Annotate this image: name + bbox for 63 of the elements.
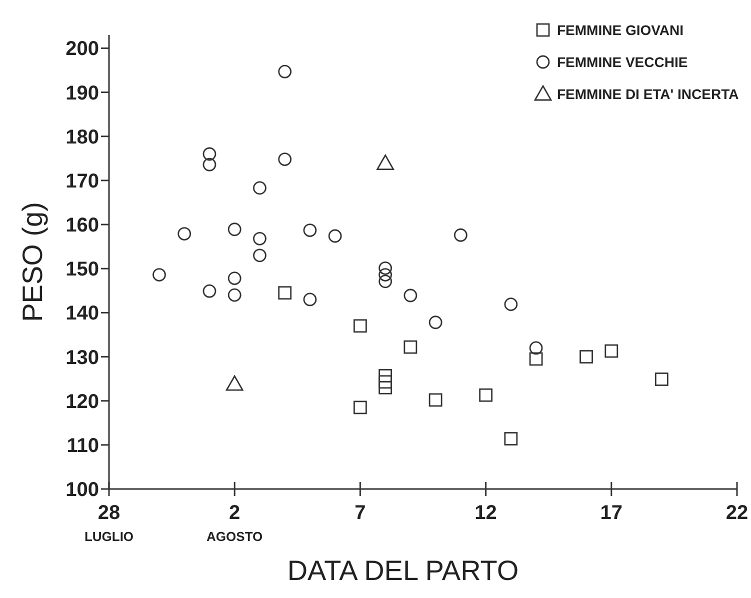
point [253,248,266,262]
y-tick-label: 130 [66,346,99,369]
y-tick-label: 160 [66,214,99,237]
point [378,261,392,275]
point [378,268,392,282]
legend-label: FEMMINE VECCHIE [557,54,688,70]
point [504,432,518,446]
point [404,288,418,302]
point [376,154,394,170]
y-tick-label: 150 [66,258,99,281]
y-tick-label: 100 [66,479,99,501]
legend-label: FEMMINE GIOVANI [557,22,684,38]
point [454,228,468,242]
y-tick-label: 180 [66,126,99,148]
y-tick-label: 140 [66,302,99,325]
point [202,284,216,298]
y-axis-title: PESO (g) [17,202,48,322]
point [202,158,216,172]
x-tick-label: 7 [354,502,366,524]
point [378,274,392,288]
x-tick-label: 12 [474,502,497,524]
point [529,341,543,355]
point [278,64,292,78]
x-tick-label: 28 [98,502,120,524]
point [604,344,618,358]
point [378,375,392,389]
point [228,222,242,236]
point [504,298,518,312]
point [654,372,668,386]
x-axis-title: DATA DEL PARTO [287,555,519,586]
x-tick-label: 17 [600,502,623,524]
point [303,224,317,237]
point [428,316,442,330]
point [178,227,192,240]
point [328,229,342,243]
point [378,380,392,394]
y-tick-label: 110 [66,434,99,457]
point [529,352,543,366]
y-tick-label: 200 [66,38,99,60]
point [152,268,166,282]
point [479,388,492,402]
point [303,292,317,306]
point [354,400,367,414]
point [202,147,216,161]
text: LUGLIO [84,529,134,544]
point [226,375,244,391]
point [428,393,442,407]
point [580,350,593,364]
point [253,232,266,246]
point [253,181,266,195]
x-tick-label: 2 [229,502,240,524]
point [278,152,292,166]
legend-label: FEMMINE DI ETA' INCERTA [557,86,739,102]
text: AGOSTO [206,529,263,544]
point [404,340,418,354]
point [354,319,367,333]
y-tick-label: 170 [66,170,99,192]
point [228,272,242,286]
x-tick-label: 22 [726,502,748,524]
point [278,286,292,300]
y-tick-label: 190 [66,82,99,104]
y-tick-label: 120 [66,390,99,413]
point [228,288,242,302]
